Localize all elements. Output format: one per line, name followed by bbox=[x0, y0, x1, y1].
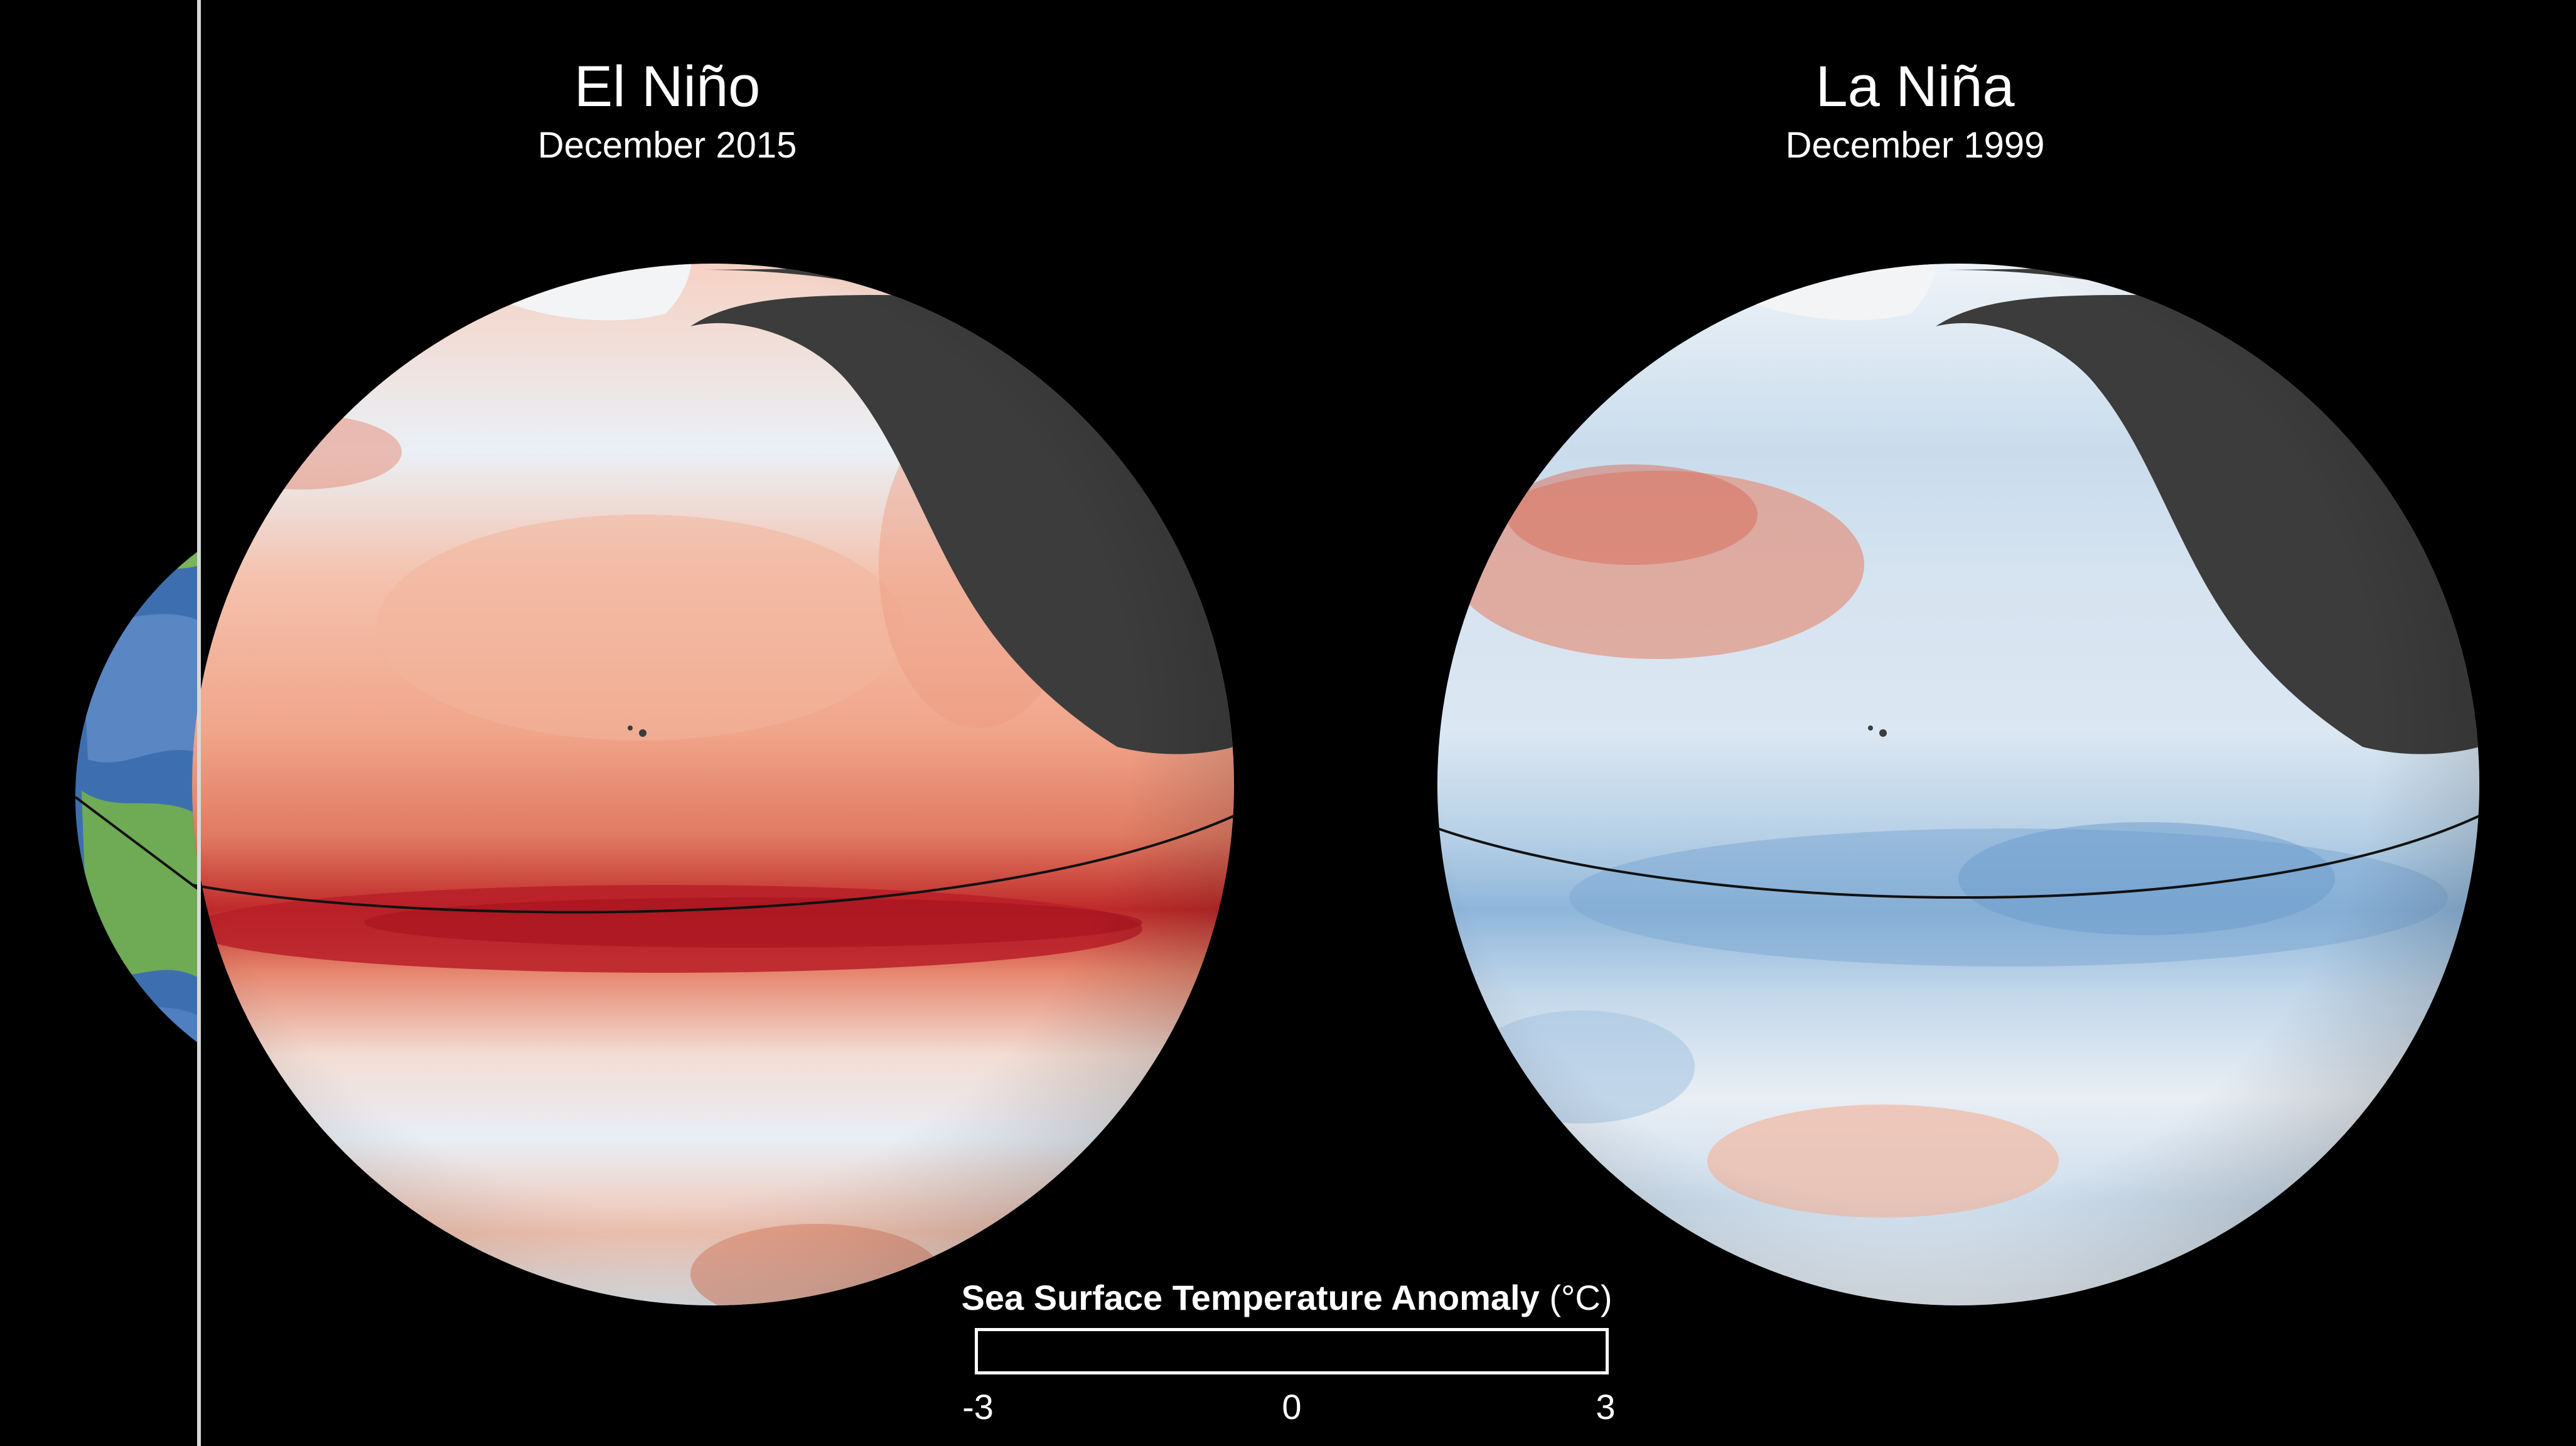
legend-unit: (°C) bbox=[1549, 1278, 1613, 1317]
el-nino-title: El Niño bbox=[574, 55, 761, 119]
la-nina-globe bbox=[1437, 264, 2480, 1305]
legend-title-text: Sea Surface Temperature Anomaly bbox=[961, 1278, 1540, 1317]
color-legend: Sea Surface Temperature Anomaly (°C) -3 … bbox=[942, 1268, 1632, 1437]
frame-divider bbox=[197, 0, 201, 1446]
la-nina-title: La Niña bbox=[1815, 55, 2015, 119]
el-nino-globe bbox=[191, 264, 1235, 1305]
el-nino-date: December 2015 bbox=[537, 125, 797, 166]
la-nina-date: December 1999 bbox=[1785, 125, 2045, 166]
legend-min-label: -3 bbox=[962, 1387, 994, 1427]
legend-bar-frame bbox=[975, 1328, 1609, 1374]
legend-mid-label: 0 bbox=[1282, 1387, 1302, 1427]
legend-title: Sea Surface Temperature Anomaly (°C) bbox=[942, 1278, 1632, 1318]
legend-max-label: 3 bbox=[1596, 1387, 1616, 1427]
edge-globe bbox=[75, 490, 202, 1105]
